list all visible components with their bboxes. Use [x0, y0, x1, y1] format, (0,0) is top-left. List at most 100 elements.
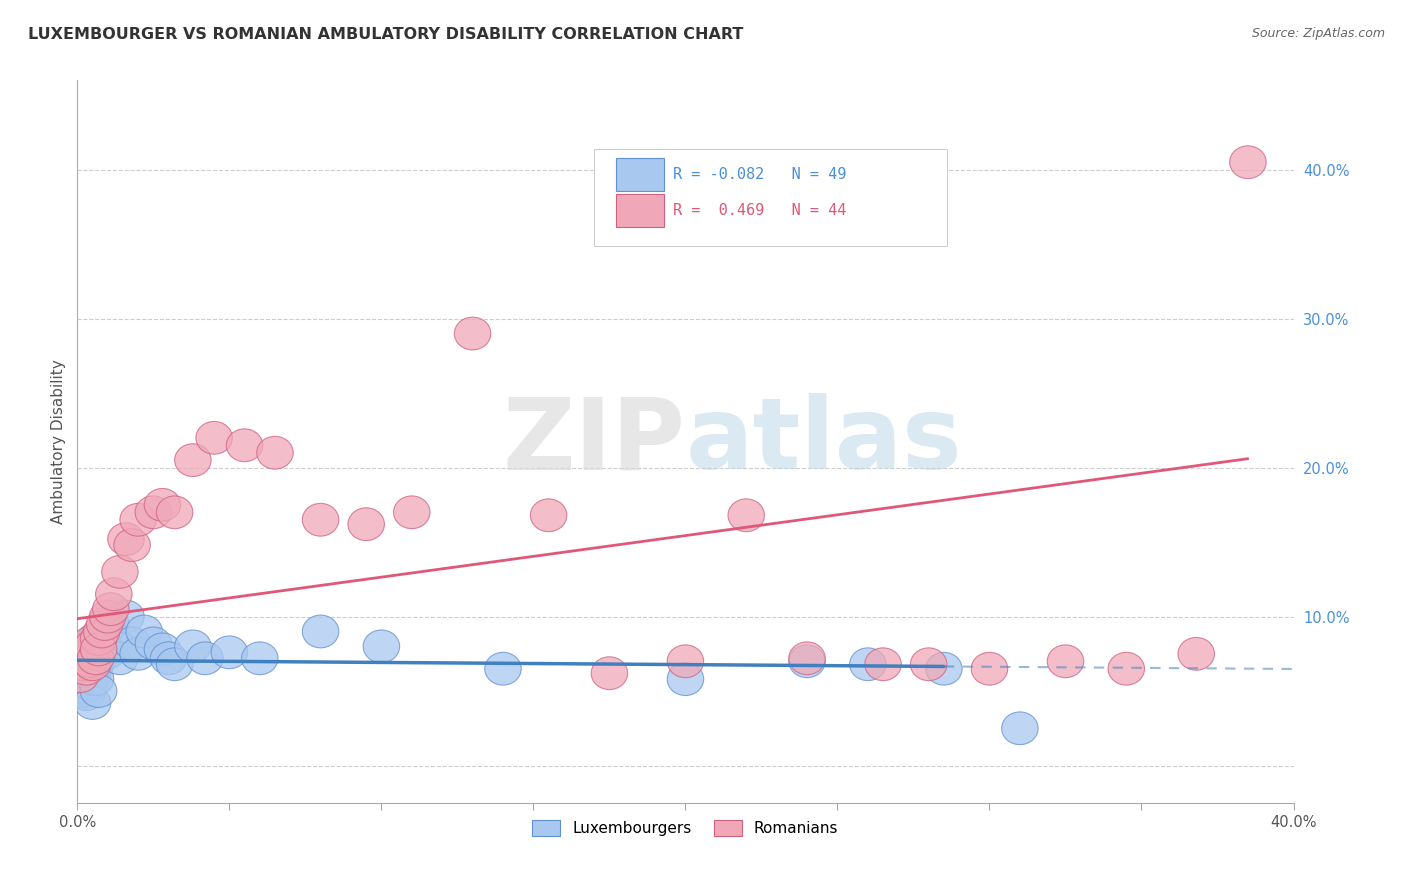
- Ellipse shape: [90, 636, 127, 669]
- Ellipse shape: [1001, 712, 1038, 745]
- Ellipse shape: [789, 645, 825, 678]
- Ellipse shape: [77, 623, 114, 656]
- Ellipse shape: [75, 630, 111, 663]
- Ellipse shape: [62, 652, 98, 685]
- Ellipse shape: [69, 678, 104, 710]
- Ellipse shape: [72, 652, 108, 685]
- Ellipse shape: [90, 600, 127, 633]
- Text: ZIP: ZIP: [502, 393, 686, 490]
- Ellipse shape: [65, 633, 101, 665]
- Ellipse shape: [174, 630, 211, 663]
- Ellipse shape: [108, 523, 145, 556]
- Ellipse shape: [83, 630, 120, 663]
- Ellipse shape: [80, 623, 117, 656]
- Ellipse shape: [668, 645, 703, 678]
- Ellipse shape: [145, 633, 181, 665]
- Text: atlas: atlas: [686, 393, 962, 490]
- Legend: Luxembourgers, Romanians: Luxembourgers, Romanians: [526, 814, 845, 842]
- Ellipse shape: [75, 660, 111, 692]
- Ellipse shape: [728, 499, 765, 532]
- Ellipse shape: [911, 648, 946, 681]
- Ellipse shape: [93, 607, 129, 640]
- Ellipse shape: [257, 436, 294, 469]
- Ellipse shape: [865, 648, 901, 681]
- Ellipse shape: [65, 667, 101, 700]
- Ellipse shape: [242, 642, 278, 674]
- Ellipse shape: [347, 508, 384, 541]
- Ellipse shape: [80, 633, 117, 665]
- Text: LUXEMBOURGER VS ROMANIAN AMBULATORY DISABILITY CORRELATION CHART: LUXEMBOURGER VS ROMANIAN AMBULATORY DISA…: [28, 27, 744, 42]
- Ellipse shape: [120, 638, 156, 670]
- Text: R =  0.469   N = 44: R = 0.469 N = 44: [673, 202, 846, 218]
- Y-axis label: Ambulatory Disability: Ambulatory Disability: [51, 359, 66, 524]
- Ellipse shape: [1108, 652, 1144, 685]
- Ellipse shape: [72, 645, 108, 678]
- Ellipse shape: [72, 627, 108, 660]
- Ellipse shape: [1178, 638, 1215, 670]
- Ellipse shape: [454, 318, 491, 350]
- Ellipse shape: [69, 652, 104, 685]
- Ellipse shape: [69, 633, 104, 665]
- FancyBboxPatch shape: [616, 158, 664, 191]
- Ellipse shape: [75, 687, 111, 719]
- Ellipse shape: [101, 642, 138, 674]
- Ellipse shape: [1047, 645, 1084, 678]
- Ellipse shape: [80, 642, 117, 674]
- FancyBboxPatch shape: [616, 194, 664, 227]
- Ellipse shape: [65, 648, 101, 681]
- Ellipse shape: [394, 496, 430, 529]
- Ellipse shape: [69, 663, 104, 696]
- Ellipse shape: [135, 496, 172, 529]
- Ellipse shape: [187, 642, 224, 674]
- Ellipse shape: [226, 429, 263, 462]
- Ellipse shape: [302, 503, 339, 536]
- Ellipse shape: [789, 642, 825, 674]
- Ellipse shape: [86, 607, 122, 640]
- Ellipse shape: [80, 674, 117, 707]
- Ellipse shape: [69, 630, 104, 663]
- Ellipse shape: [86, 615, 122, 648]
- Ellipse shape: [72, 638, 108, 670]
- Ellipse shape: [485, 652, 522, 685]
- Ellipse shape: [530, 499, 567, 532]
- Ellipse shape: [302, 615, 339, 648]
- Ellipse shape: [145, 489, 181, 521]
- Ellipse shape: [972, 652, 1008, 685]
- Ellipse shape: [65, 648, 101, 681]
- Ellipse shape: [72, 667, 108, 700]
- Ellipse shape: [108, 600, 145, 633]
- Ellipse shape: [65, 638, 101, 670]
- Ellipse shape: [62, 645, 98, 678]
- Ellipse shape: [69, 642, 104, 674]
- Ellipse shape: [668, 663, 703, 696]
- Ellipse shape: [65, 674, 101, 707]
- Ellipse shape: [114, 627, 150, 660]
- Ellipse shape: [135, 627, 172, 660]
- Ellipse shape: [150, 642, 187, 674]
- Ellipse shape: [1230, 145, 1267, 178]
- Ellipse shape: [96, 578, 132, 611]
- Ellipse shape: [114, 529, 150, 561]
- Ellipse shape: [174, 444, 211, 476]
- Ellipse shape: [77, 663, 114, 696]
- Ellipse shape: [120, 503, 156, 536]
- Ellipse shape: [69, 657, 104, 690]
- Ellipse shape: [849, 648, 886, 681]
- Ellipse shape: [62, 660, 98, 692]
- Ellipse shape: [96, 623, 132, 656]
- Ellipse shape: [195, 421, 232, 454]
- Ellipse shape: [127, 615, 163, 648]
- Ellipse shape: [156, 648, 193, 681]
- Ellipse shape: [101, 556, 138, 589]
- Ellipse shape: [75, 645, 111, 678]
- Text: R = -0.082   N = 49: R = -0.082 N = 49: [673, 167, 846, 182]
- Ellipse shape: [77, 642, 114, 674]
- Text: Source: ZipAtlas.com: Source: ZipAtlas.com: [1251, 27, 1385, 40]
- Ellipse shape: [925, 652, 962, 685]
- Ellipse shape: [591, 657, 627, 690]
- FancyBboxPatch shape: [595, 149, 946, 246]
- Ellipse shape: [77, 648, 114, 681]
- Ellipse shape: [156, 496, 193, 529]
- Ellipse shape: [75, 648, 111, 681]
- Ellipse shape: [363, 630, 399, 663]
